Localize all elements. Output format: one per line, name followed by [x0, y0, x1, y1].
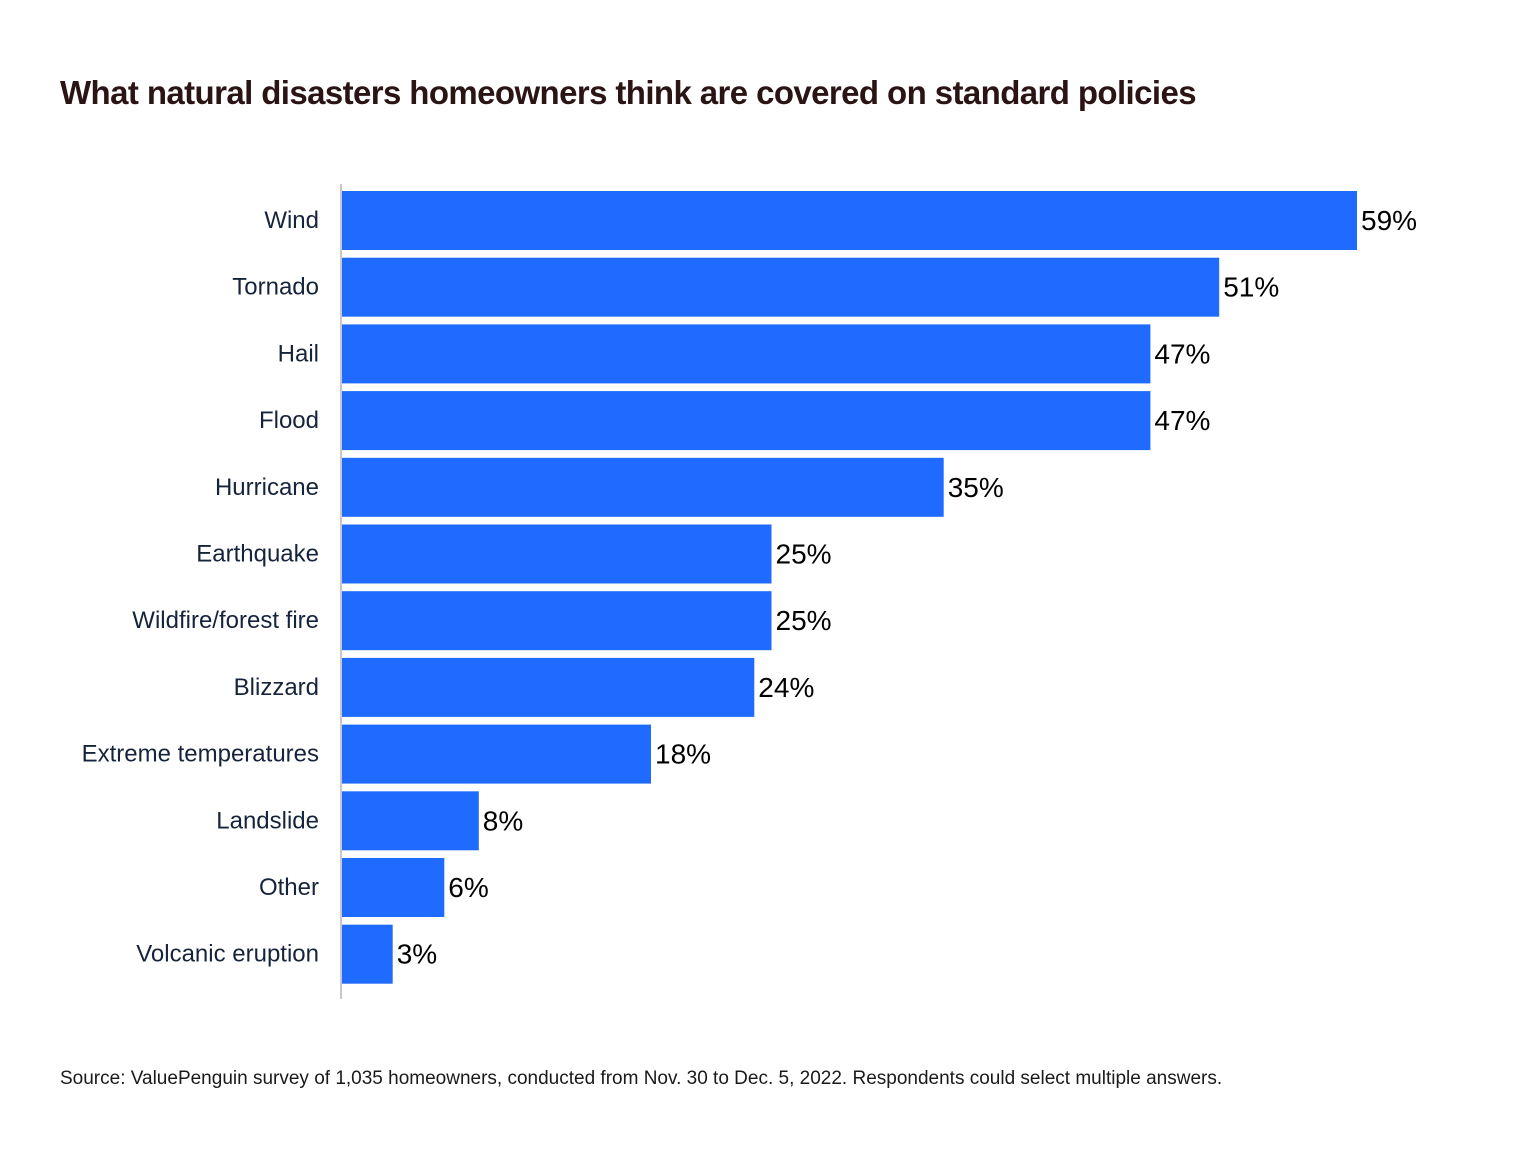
- category-label-other: Other: [259, 874, 319, 901]
- category-label-landslide: Landslide: [216, 807, 319, 834]
- category-label-hurricane: Hurricane: [215, 474, 319, 501]
- bar-other: [341, 858, 445, 917]
- bar-blizzard: [341, 657, 755, 717]
- category-label-earthquake: Earthquake: [196, 541, 319, 568]
- category-label-hail: Hail: [278, 340, 319, 367]
- value-label-wildfire-forest-fire: 25%: [776, 605, 832, 636]
- category-label-volcanic-eruption: Volcanic eruption: [136, 941, 319, 968]
- value-label-extreme-temperatures: 18%: [655, 739, 711, 770]
- bar-hail: [341, 324, 1151, 384]
- bar-extreme-temperatures: [341, 724, 651, 784]
- value-label-landslide: 8%: [483, 805, 523, 836]
- value-label-blizzard: 24%: [758, 672, 814, 703]
- value-label-volcanic-eruption: 3%: [397, 939, 437, 970]
- category-label-wind: Wind: [264, 207, 319, 234]
- value-label-hurricane: 35%: [948, 472, 1004, 503]
- bars-layer: [341, 191, 1357, 984]
- bar-volcanic-eruption: [341, 924, 393, 984]
- category-label-tornado: Tornado: [232, 274, 319, 301]
- value-label-flood: 47%: [1154, 405, 1210, 436]
- bar-wind: [341, 191, 1357, 250]
- value-label-tornado: 51%: [1223, 272, 1279, 303]
- source-note: Source: ValuePenguin survey of 1,035 hom…: [60, 1068, 1223, 1089]
- category-label-wildfire-forest-fire: Wildfire/forest fire: [132, 607, 319, 634]
- bar-wildfire-forest-fire: [341, 591, 772, 651]
- value-label-earthquake: 25%: [776, 539, 832, 570]
- category-label-flood: Flood: [259, 407, 319, 434]
- bar-hurricane: [341, 457, 944, 517]
- value-label-wind: 59%: [1361, 205, 1417, 236]
- value-label-hail: 47%: [1154, 338, 1210, 369]
- value-label-other: 6%: [448, 872, 488, 903]
- bar-flood: [341, 391, 1151, 451]
- chart-title: What natural disasters homeowners think …: [60, 74, 1197, 111]
- labels-layer: Wind 59% Tornado 51% Hail 47% Flood 47% Hurrican…: [82, 205, 1417, 970]
- category-label-blizzard: Blizzard: [234, 674, 319, 701]
- bar-tornado: [341, 257, 1220, 317]
- bar-landslide: [341, 791, 479, 851]
- bar-earthquake: [341, 524, 772, 584]
- category-label-extreme-temperatures: Extreme temperatures: [82, 741, 319, 768]
